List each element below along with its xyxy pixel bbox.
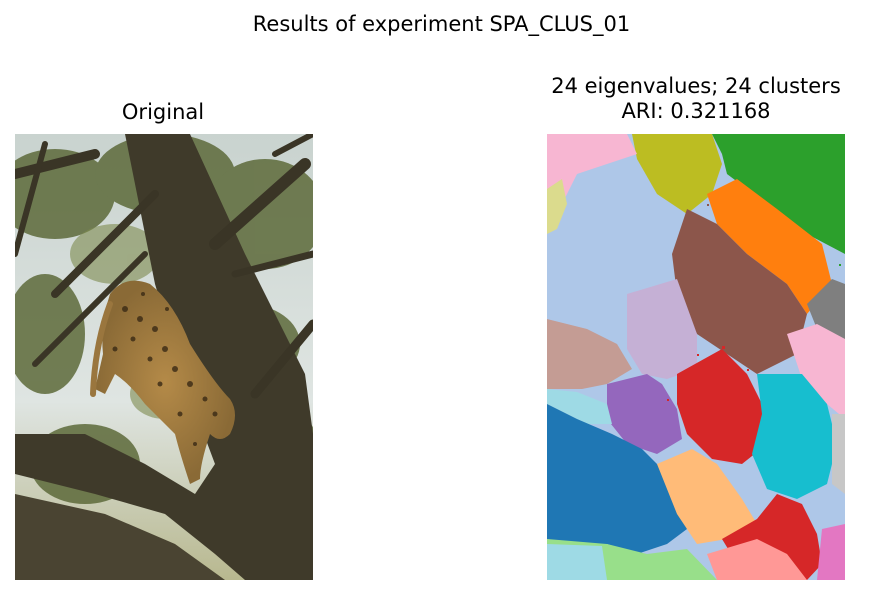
segmentation-title-line1: 24 eigenvalues; 24 clusters: [551, 74, 841, 98]
leopard-photo: [15, 134, 313, 580]
original-image-title: Original: [121, 100, 205, 124]
segmentation-map: [547, 134, 845, 580]
figure-title: Results of experiment SPA_CLUS_01: [252, 12, 631, 36]
cluster-label-map: [547, 134, 845, 580]
segmentation-title: 24 eigenvalues; 24 clusters ARI: 0.32116…: [496, 74, 883, 124]
original-image: [15, 134, 313, 580]
segmentation-title-line2: ARI: 0.321168: [621, 99, 771, 123]
